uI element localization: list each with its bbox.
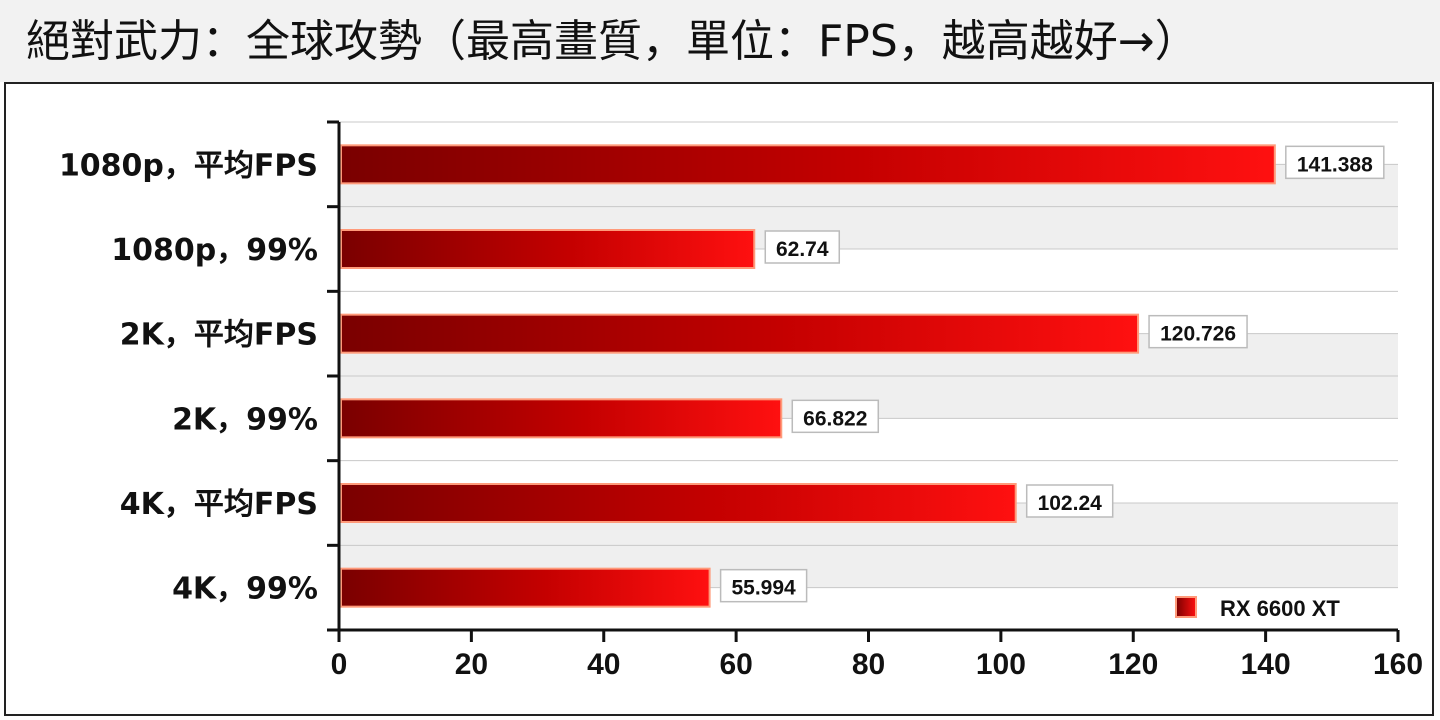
x-tick-label: 20 xyxy=(455,648,488,681)
data-label-box xyxy=(719,568,808,603)
category-label: 1080p，平均FPS xyxy=(59,148,318,183)
data-label-box xyxy=(791,399,880,434)
x-tick-label: 40 xyxy=(587,648,620,681)
x-tick-label: 120 xyxy=(1108,648,1158,681)
x-tick-label: 160 xyxy=(1373,648,1423,681)
bar xyxy=(340,483,1017,523)
data-label: 120.726 xyxy=(1160,323,1236,346)
legend: RX 6600 XT xyxy=(1175,596,1340,621)
category-label: 4K，平均FPS xyxy=(120,487,318,522)
x-tick-label: 60 xyxy=(719,648,752,681)
data-label: 55.994 xyxy=(731,577,796,600)
bar xyxy=(340,144,1276,185)
data-label-box xyxy=(1148,314,1248,349)
category-label: 4K，99% xyxy=(172,572,318,607)
x-tick-label: 100 xyxy=(976,648,1026,681)
data-label: 66.822 xyxy=(803,407,867,430)
x-tick-label: 80 xyxy=(852,648,885,681)
legend-swatch xyxy=(1175,596,1197,618)
bar xyxy=(340,567,711,608)
legend-label: RX 6600 XT xyxy=(1220,596,1340,621)
bar xyxy=(340,229,756,269)
x-tick-label: 140 xyxy=(1241,648,1291,681)
category-label: 1080p，99% xyxy=(111,233,318,268)
data-label: 141.388 xyxy=(1297,153,1373,176)
data-label: 62.74 xyxy=(776,238,829,261)
title-bar: 絕對武力：全球攻勢（最高畫質，單位：FPS，越高越好→） xyxy=(0,0,1440,82)
data-label: 102.24 xyxy=(1038,492,1103,515)
data-label-box xyxy=(764,230,841,264)
category-label: 2K，平均FPS xyxy=(120,318,318,353)
bar xyxy=(340,313,1140,354)
bar xyxy=(340,398,783,439)
chart-title: 絕對武力：全球攻勢（最高畫質，單位：FPS，越高越好→） xyxy=(26,16,1199,67)
category-label: 2K，99% xyxy=(172,402,318,437)
x-tick-label: 0 xyxy=(331,648,348,681)
data-label-box xyxy=(1285,145,1385,180)
data-label-box xyxy=(1025,484,1114,518)
